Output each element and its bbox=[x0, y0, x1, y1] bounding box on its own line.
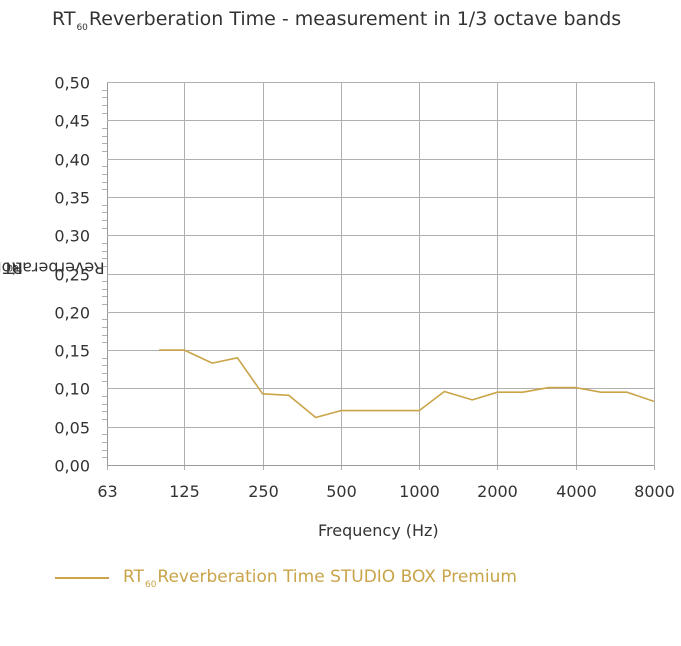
x-tick-label: 125 bbox=[169, 482, 200, 501]
legend-label: RT60Reverberation Time STUDIO BOX Premiu… bbox=[123, 567, 517, 590]
y-tick-label: 0,35 bbox=[54, 189, 90, 208]
y-tick-labels: 0,00 0,05 0,10 0,15 0,20 0,25 0,30 0,35 0,40 0,45… bbox=[54, 74, 90, 476]
x-tick-label: 2000 bbox=[477, 482, 518, 501]
y-tick-label: 0,50 bbox=[54, 74, 90, 93]
series-line bbox=[159, 349, 655, 419]
x-tick-label: 4000 bbox=[556, 482, 597, 501]
y-tick-label: 0,05 bbox=[54, 419, 90, 438]
y-tick-label: 0,25 bbox=[54, 266, 90, 285]
y-tick-label: 0,45 bbox=[54, 112, 90, 131]
legend-swatch bbox=[55, 577, 109, 579]
x-tick-label: 500 bbox=[326, 482, 357, 501]
y-tick-label: 0,00 bbox=[54, 457, 90, 476]
horizontal-gridlines bbox=[107, 82, 654, 466]
y-tick-label: 0,10 bbox=[54, 380, 90, 399]
y-tick-label: 0,30 bbox=[54, 227, 90, 246]
x-tick-label: 8000 bbox=[634, 482, 675, 501]
y-tick-label: 0,20 bbox=[54, 304, 90, 323]
series-lines bbox=[159, 349, 655, 419]
chart-title: RT60Reverberation Time - measurement in … bbox=[52, 8, 622, 33]
y-tick-label: 0,15 bbox=[54, 342, 90, 361]
minor-y-ticks bbox=[102, 90, 107, 458]
x-tick-label: 250 bbox=[248, 482, 279, 501]
x-tick-labels: 63 125 250 500 1000 2000 4000 8000 bbox=[97, 482, 675, 501]
vertical-gridlines bbox=[107, 82, 655, 470]
x-tick-label: 63 bbox=[97, 482, 117, 501]
x-tick-label: 1000 bbox=[399, 482, 440, 501]
y-tick-label: 0,40 bbox=[54, 151, 90, 170]
x-axis-label: Frequency (Hz) bbox=[318, 521, 439, 540]
